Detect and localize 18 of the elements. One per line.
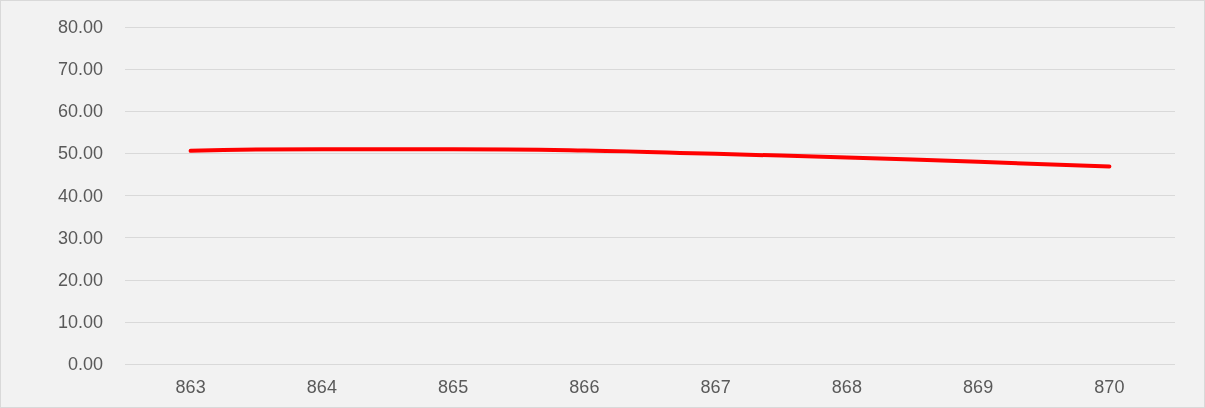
x-tick-label: 865 bbox=[438, 377, 469, 397]
line-series bbox=[188, 147, 1112, 169]
y-tick-label: 70.00 bbox=[57, 59, 103, 80]
y-tick-label: 20.00 bbox=[57, 269, 103, 290]
y-tick-label: 80.00 bbox=[57, 17, 103, 37]
y-tick-label: 60.00 bbox=[57, 101, 103, 122]
y-tick-label: 30.00 bbox=[57, 227, 103, 248]
x-tick-label: 869 bbox=[963, 377, 994, 397]
x-tick-label: 864 bbox=[306, 377, 337, 397]
x-tick-label: 863 bbox=[175, 377, 206, 397]
x-tick-label: 868 bbox=[831, 377, 862, 397]
y-tick-label: 40.00 bbox=[57, 185, 103, 206]
y-tick-label: 50.00 bbox=[57, 143, 103, 164]
x-tick-label: 867 bbox=[700, 377, 731, 397]
y-tick-label: 0.00 bbox=[67, 354, 103, 374]
x-tick-label: 866 bbox=[569, 377, 600, 397]
x-tick-label: 870 bbox=[1094, 377, 1125, 397]
y-tick-label: 10.00 bbox=[57, 311, 103, 332]
